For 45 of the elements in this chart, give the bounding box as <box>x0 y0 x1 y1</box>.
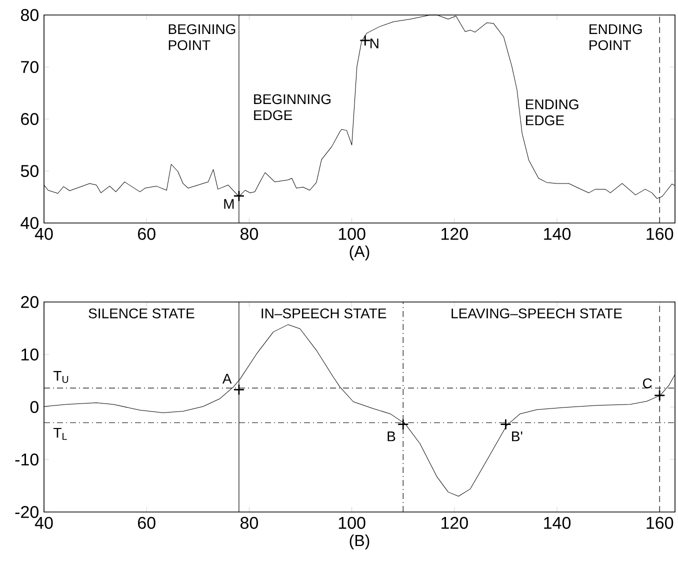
x-tick-label: 140 <box>544 228 571 240</box>
annotation: B <box>388 432 396 442</box>
annotation: ENDING EDGE <box>526 99 578 126</box>
ref-line-label: T$_{U}$ <box>54 371 68 383</box>
y-tick-label: 50 <box>20 164 38 178</box>
annotation: SILENCE STATE <box>88 308 194 318</box>
x-tick-label: 160 <box>646 516 674 529</box>
annotation: A <box>222 374 232 384</box>
annotation: IN–SPEECH STATE <box>262 308 386 318</box>
point <box>233 384 245 396</box>
ref-line-label: T$_{L}$ <box>54 428 67 440</box>
y-tick-label: 60 <box>21 112 38 126</box>
point <box>654 390 666 402</box>
annotation: C <box>643 378 652 388</box>
annotation: LEAVING–SPEECH STATE <box>452 308 622 318</box>
x-axis-title: (A) <box>350 245 370 260</box>
annotation: B' <box>512 432 522 442</box>
y-tick-label: -20 <box>15 506 38 518</box>
x-tick-label: 120 <box>442 228 468 240</box>
x-tick-label: 60 <box>138 228 156 240</box>
annotation: N <box>370 38 378 48</box>
x-tick-label: 100 <box>338 516 366 529</box>
x-tick-label: 80 <box>240 228 258 240</box>
x-tick-label: 80 <box>240 516 258 529</box>
y-tick-label: 0 <box>30 400 38 414</box>
x-tick-label: 40 <box>34 228 53 240</box>
annotation: BEGINNING EDGE <box>254 94 330 120</box>
point <box>500 418 512 430</box>
x-axis-title: (B) <box>350 534 370 550</box>
y-tick-label: 70 <box>21 60 38 74</box>
y-tick-label: 10 <box>22 348 38 361</box>
ref-line-label: BEGINING POINT <box>168 24 236 50</box>
x-tick-label: 160 <box>646 228 674 240</box>
ref-line-label: ENDING POINT <box>590 24 642 50</box>
y-tick-label: 20 <box>21 296 38 308</box>
x-tick-label: 60 <box>138 516 156 529</box>
y-tick-label: 40 <box>20 216 38 230</box>
x-tick-label: 140 <box>544 516 571 529</box>
point <box>397 418 409 430</box>
annotation: M <box>224 199 234 209</box>
x-tick-label: 40 <box>34 516 53 529</box>
y-tick-label: 80 <box>20 8 38 22</box>
x-tick-label: 100 <box>338 228 366 240</box>
x-tick-label: 120 <box>442 516 468 529</box>
y-tick-label: -10 <box>15 453 38 466</box>
